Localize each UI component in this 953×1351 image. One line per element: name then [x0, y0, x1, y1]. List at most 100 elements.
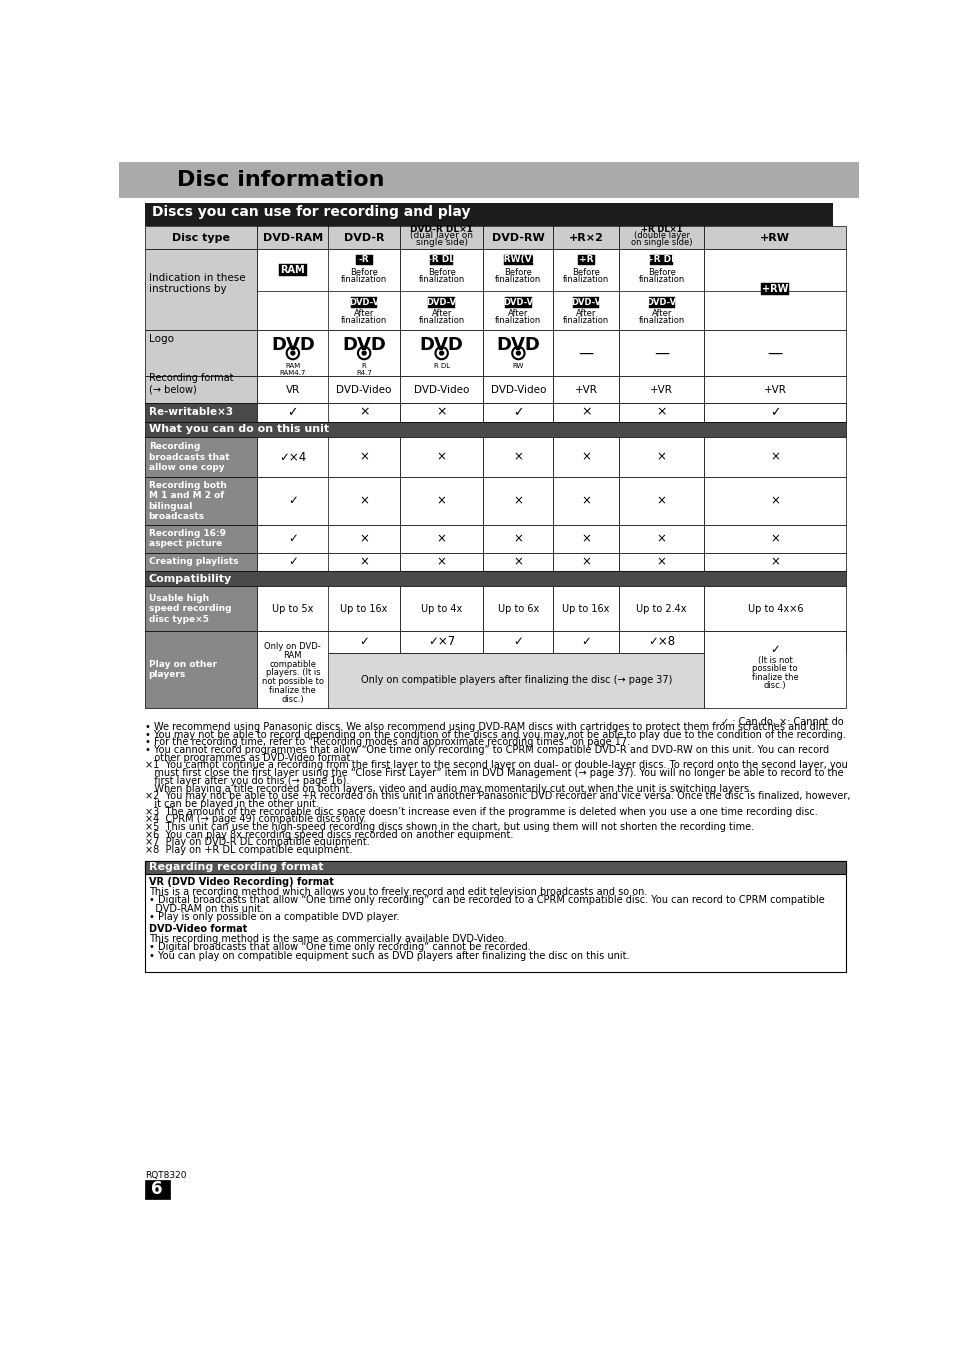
- Text: DVD: DVD: [496, 336, 539, 354]
- Text: ✓×8: ✓×8: [647, 635, 675, 648]
- Bar: [618, 436, 703, 477]
- Text: ×: ×: [580, 405, 591, 419]
- Bar: [573, 297, 598, 308]
- Text: ×: ×: [580, 555, 591, 569]
- Bar: [145, 571, 845, 586]
- Text: Up to 6x: Up to 6x: [497, 604, 538, 613]
- Bar: [328, 586, 399, 631]
- Bar: [703, 376, 845, 403]
- Text: Recording 16:9
aspect picture: Recording 16:9 aspect picture: [149, 530, 226, 549]
- Bar: [703, 249, 845, 330]
- Bar: [648, 297, 674, 308]
- Text: • Play is only possible on a compatible DVD player.: • Play is only possible on a compatible …: [150, 912, 399, 923]
- Text: ×: ×: [769, 555, 780, 569]
- Bar: [328, 631, 399, 653]
- Bar: [483, 524, 553, 553]
- Text: Before: Before: [647, 267, 675, 277]
- Text: • You may not be able to record depending on the condition of the discs and you : • You may not be able to record dependin…: [145, 730, 844, 739]
- Bar: [618, 586, 703, 631]
- Text: Recording
broadcasts that
allow one copy: Recording broadcasts that allow one copy: [149, 442, 229, 471]
- Text: DVD-RAM on this unit.: DVD-RAM on this unit.: [150, 904, 264, 913]
- Text: • Digital broadcasts that allow “One time only recording” can be recorded to a C: • Digital broadcasts that allow “One tim…: [150, 896, 824, 905]
- Text: Disc information: Disc information: [177, 170, 384, 190]
- Text: ×: ×: [580, 532, 591, 546]
- Bar: [145, 1179, 170, 1198]
- Bar: [430, 254, 453, 265]
- Bar: [257, 477, 328, 524]
- Text: finalization: finalization: [418, 274, 464, 284]
- Text: +R: +R: [578, 255, 593, 265]
- Bar: [351, 297, 377, 308]
- Text: ×: ×: [359, 450, 369, 463]
- Text: ×: ×: [436, 405, 446, 419]
- Text: DVD: DVD: [342, 336, 386, 354]
- Text: R
R4.7: R R4.7: [355, 363, 372, 376]
- Bar: [278, 263, 307, 276]
- Bar: [703, 330, 845, 376]
- Bar: [257, 226, 328, 249]
- Bar: [483, 631, 553, 653]
- Circle shape: [291, 351, 294, 355]
- Text: finalization: finalization: [562, 316, 609, 326]
- Bar: [399, 226, 483, 249]
- Text: DVD-V: DVD-V: [503, 297, 533, 307]
- Bar: [145, 376, 257, 403]
- Text: This recording method is the same as commercially available DVD-Video.: This recording method is the same as com…: [150, 934, 507, 943]
- Text: VR (DVD Video Recording) format: VR (DVD Video Recording) format: [150, 877, 334, 888]
- Text: finalization: finalization: [495, 274, 541, 284]
- Text: ×: ×: [769, 532, 780, 546]
- Bar: [553, 330, 618, 376]
- Bar: [553, 403, 618, 422]
- Text: Recording format
(→ below): Recording format (→ below): [149, 373, 233, 394]
- Text: ✓: ✓: [288, 532, 297, 546]
- Text: ✓: ✓: [513, 405, 523, 419]
- Bar: [553, 226, 618, 249]
- Bar: [618, 524, 703, 553]
- Text: Recording both
M 1 and M 2 of
bilingual
broadcasts: Recording both M 1 and M 2 of bilingual …: [149, 481, 227, 521]
- Text: Up to 5x: Up to 5x: [272, 604, 314, 613]
- Text: DVD-Video format: DVD-Video format: [150, 924, 248, 935]
- Text: DVD-RW: DVD-RW: [492, 232, 544, 243]
- Bar: [483, 376, 553, 403]
- Text: Usable high
speed recording
disc type×5: Usable high speed recording disc type×5: [149, 594, 231, 624]
- Bar: [483, 553, 553, 571]
- Text: R DL: R DL: [433, 363, 449, 369]
- Text: finalization: finalization: [340, 316, 387, 326]
- Bar: [618, 403, 703, 422]
- Text: +R×2: +R×2: [568, 232, 603, 243]
- Bar: [145, 586, 257, 631]
- Text: —: —: [578, 346, 593, 361]
- Bar: [399, 436, 483, 477]
- Bar: [145, 861, 845, 973]
- Bar: [618, 631, 703, 653]
- Text: DVD-V: DVD-V: [349, 297, 378, 307]
- Text: ×: ×: [580, 494, 591, 508]
- Bar: [503, 254, 533, 265]
- Bar: [257, 436, 328, 477]
- Text: • We recommend using Panasonic discs. We also recommend using DVD-RAM discs with: • We recommend using Panasonic discs. We…: [145, 721, 828, 732]
- Text: ×: ×: [436, 494, 446, 508]
- Bar: [483, 403, 553, 422]
- Text: DVD-Video: DVD-Video: [336, 385, 392, 394]
- Bar: [399, 330, 483, 376]
- Text: ×: ×: [580, 450, 591, 463]
- Text: Up to 4x: Up to 4x: [420, 604, 462, 613]
- Bar: [428, 297, 455, 308]
- Text: DVD-Video: DVD-Video: [414, 385, 469, 394]
- Text: (dual layer on: (dual layer on: [410, 231, 473, 240]
- Text: ×: ×: [436, 450, 446, 463]
- Text: Up to 2.4x: Up to 2.4x: [636, 604, 686, 613]
- Text: After: After: [576, 309, 596, 319]
- Bar: [328, 330, 399, 376]
- Text: ✓: ✓: [359, 635, 369, 648]
- Text: —: —: [654, 346, 669, 361]
- Text: finalization: finalization: [562, 274, 609, 284]
- Text: ×1  You cannot continue a recording from the first layer to the second layer on : ×1 You cannot continue a recording from …: [145, 761, 846, 770]
- Text: ×: ×: [513, 450, 523, 463]
- Text: RAM
RAM4.7: RAM RAM4.7: [279, 363, 306, 376]
- Bar: [483, 249, 553, 330]
- Text: ✓: ✓: [287, 405, 297, 419]
- Text: 6: 6: [152, 1181, 163, 1198]
- Bar: [257, 249, 328, 330]
- Bar: [145, 249, 257, 330]
